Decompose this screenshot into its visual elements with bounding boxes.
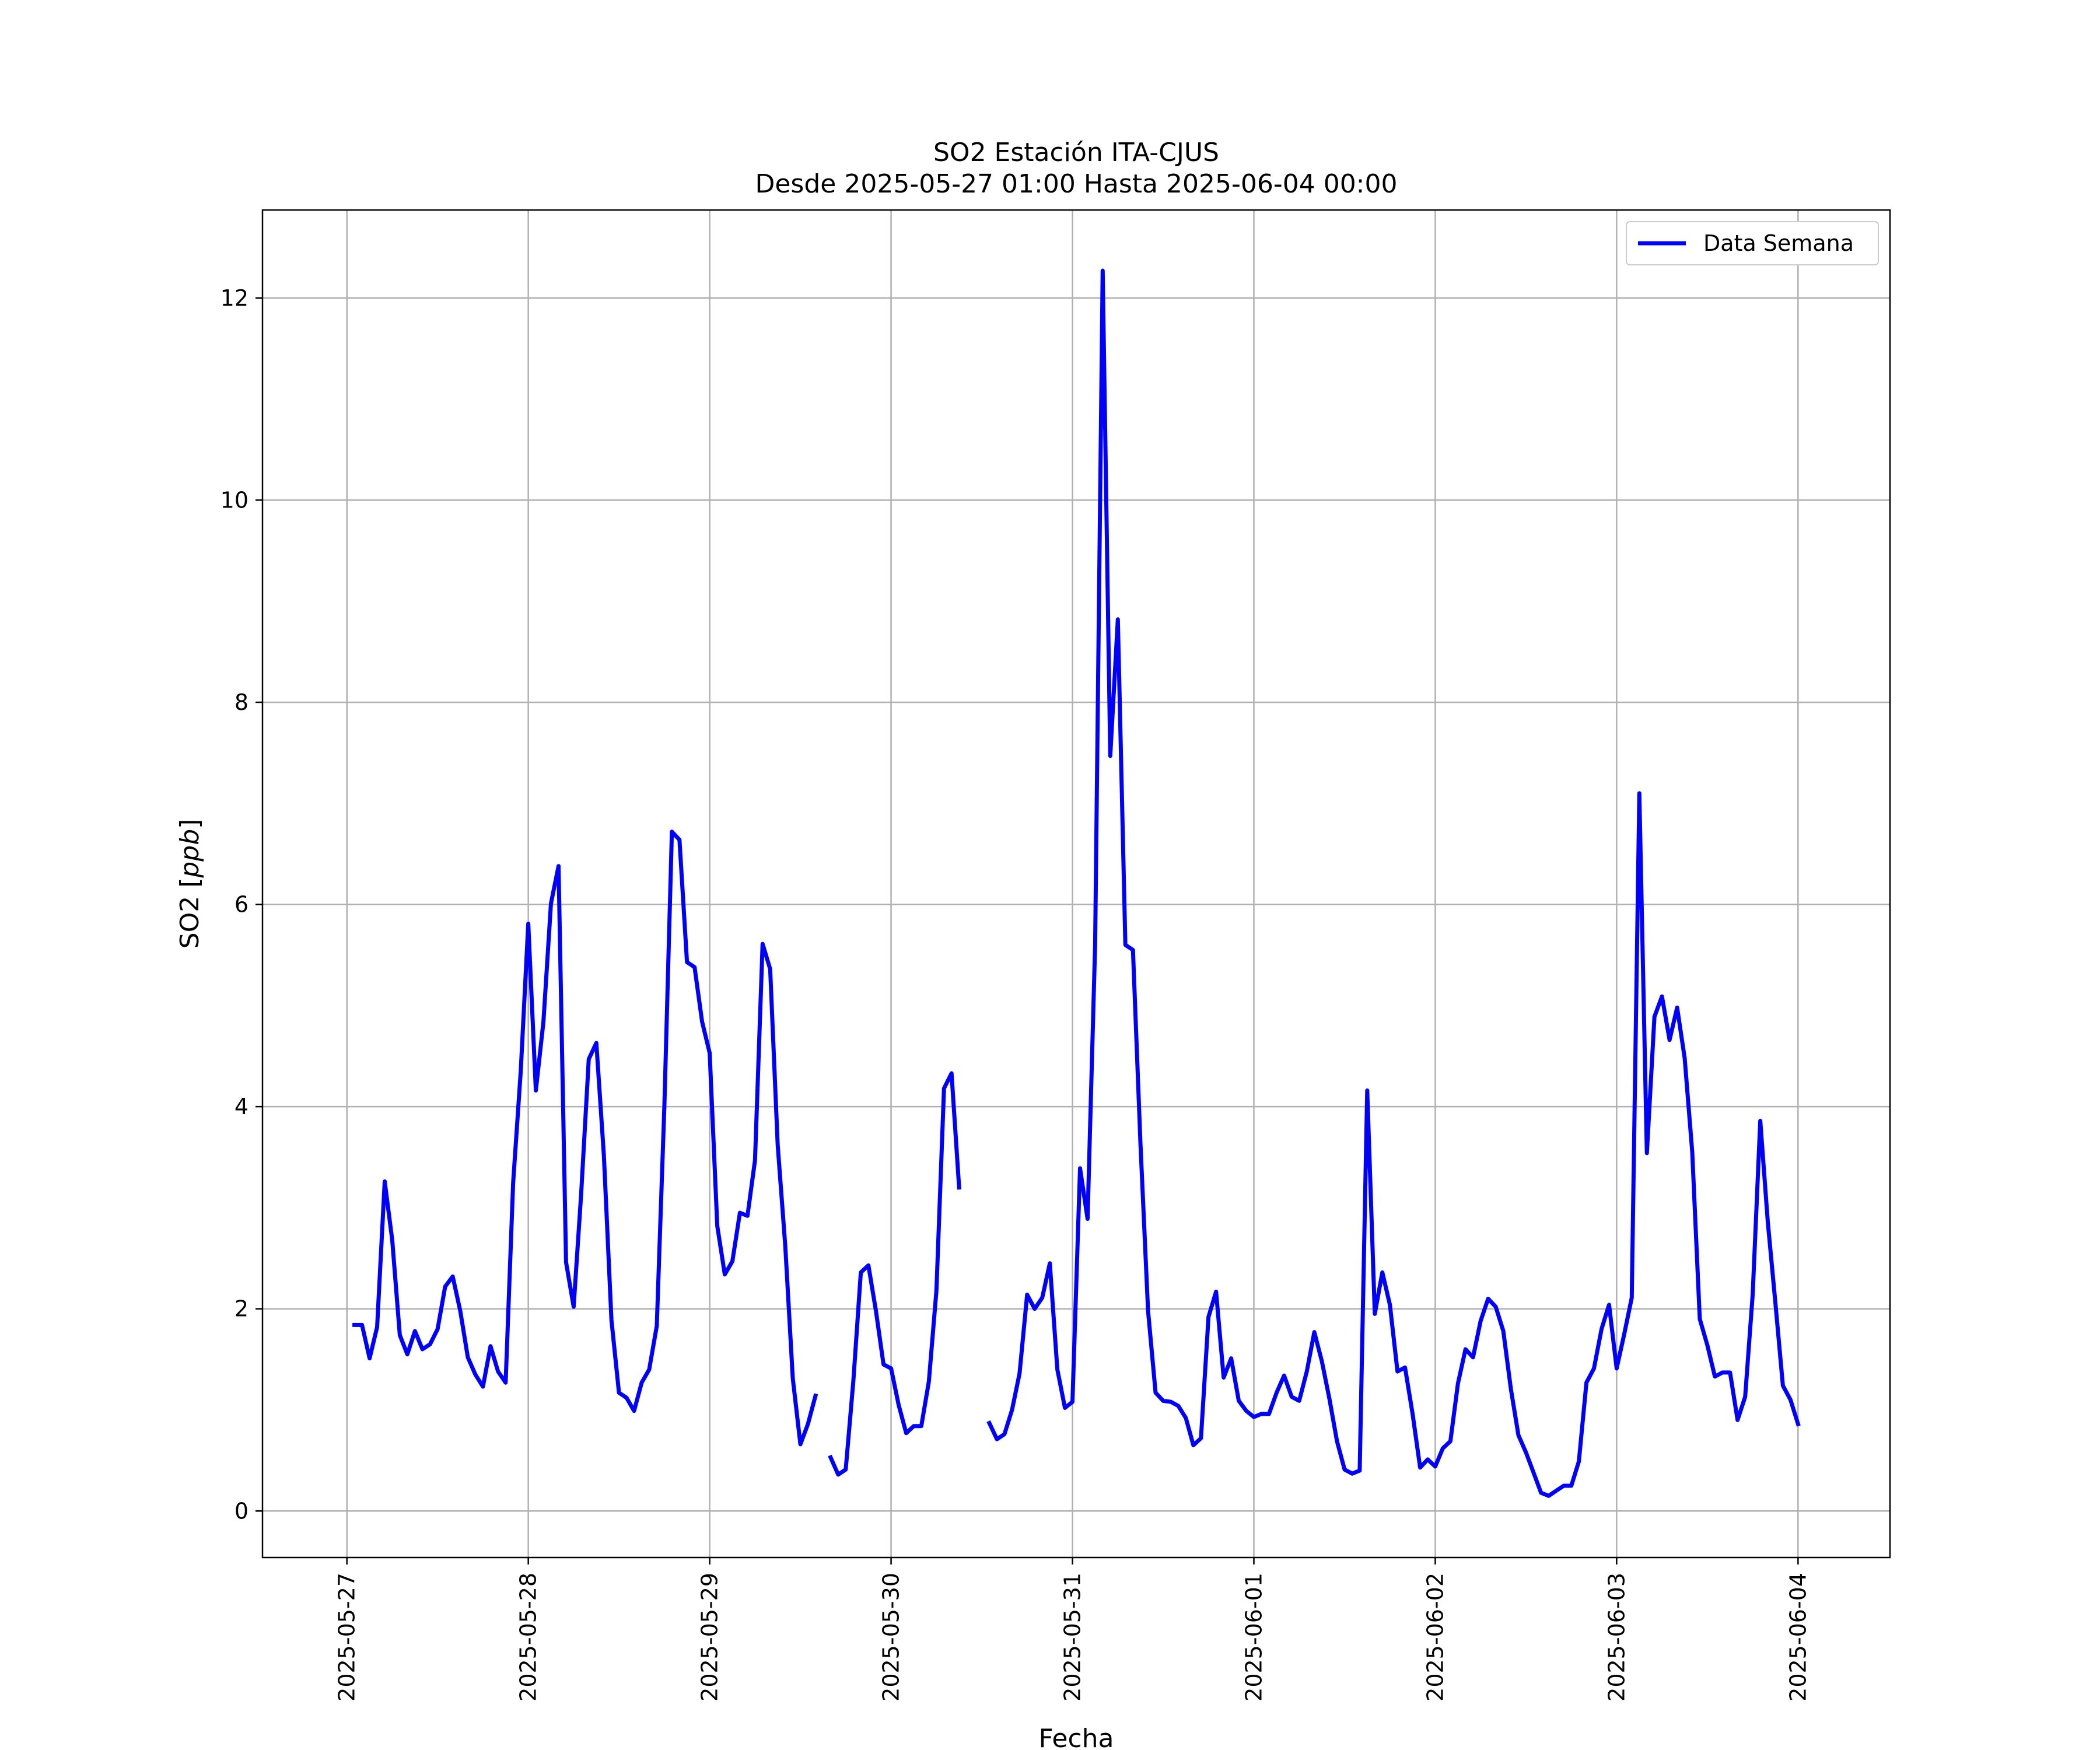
y-axis-label: SO2 [ppb]	[175, 819, 205, 949]
x-tick-label: 2025-06-02	[1422, 1573, 1448, 1702]
y-tick-label: 2	[235, 1296, 249, 1322]
y-tick-label: 4	[235, 1094, 249, 1119]
x-axis-ticks: 2025-05-27 2025-05-28 2025-05-29 2025-05-30…	[334, 1558, 1811, 1702]
y-tick-label: 0	[235, 1498, 249, 1524]
chart-title: SO2 Estación ITA-CJUS	[933, 138, 1219, 167]
y-axis-label-suffix: ]	[175, 819, 205, 829]
series-line-segment	[828, 1071, 961, 1477]
x-tick-label: 2025-05-27	[334, 1573, 360, 1702]
y-tick-label: 12	[220, 285, 249, 311]
legend-box	[1626, 221, 1879, 265]
legend-label: Data Semana	[1703, 230, 1854, 256]
series-lines	[352, 268, 1801, 1498]
x-tick-label: 2025-05-28	[516, 1573, 541, 1702]
x-tick-label: 2025-06-04	[1785, 1573, 1811, 1702]
y-tick-label: 10	[220, 487, 249, 513]
series-line-segment	[352, 830, 818, 1447]
y-axis-label-unit: ppb	[175, 829, 205, 878]
x-tick-label: 2025-05-31	[1060, 1573, 1086, 1702]
y-axis-ticks: 0 2 4 6 8 10 12	[220, 285, 262, 1524]
plot-frame	[261, 209, 1891, 1559]
x-axis-label: Fecha	[1038, 1724, 1114, 1750]
x-tick-label: 2025-05-29	[697, 1573, 723, 1702]
x-tick-label: 2025-06-01	[1241, 1573, 1266, 1702]
y-tick-label: 8	[235, 690, 249, 715]
legend: Data Semana	[1626, 221, 1879, 265]
x-tick-label: 2025-05-30	[878, 1573, 904, 1702]
y-axis-label-prefix: SO2 [	[175, 878, 205, 949]
y-tick-label: 6	[235, 892, 249, 918]
x-tick-label: 2025-06-03	[1604, 1573, 1629, 1702]
grid	[262, 210, 1890, 1558]
series-line-segment	[986, 268, 1801, 1498]
chart-subtitle: Desde 2025-05-27 01:00 Hasta 2025-06-04 …	[755, 169, 1397, 199]
